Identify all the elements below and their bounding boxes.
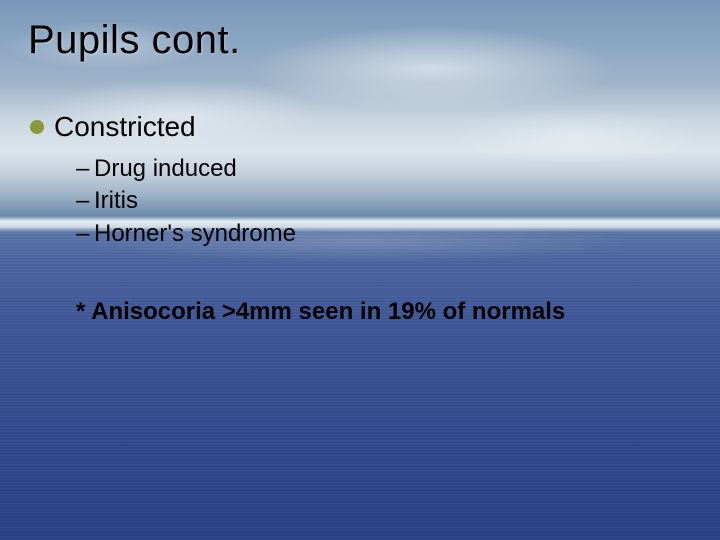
sub-bullet-item: –Horner's syndrome [76,218,692,250]
bullet-dot-icon [30,120,44,134]
sub-bullet-text: Iritis [94,187,138,214]
dash-icon: – [76,153,94,185]
sub-bullet-item: –Iritis [76,185,692,217]
sub-bullet-list: –Drug induced –Iritis –Horner's syndrome [76,153,692,250]
dash-icon: – [76,218,94,250]
slide-title: Pupils cont. [28,18,692,63]
sub-bullet-text: Drug induced [94,155,237,182]
sub-bullet-item: –Drug induced [76,153,692,185]
footnote: * Anisocoria >4mm seen in 19% of normals [76,298,692,326]
dash-icon: – [76,185,94,217]
bullet-level-1: Constricted [30,111,692,143]
bullet-text: Constricted [54,111,196,143]
slide-content: Pupils cont. Constricted –Drug induced –… [0,0,720,326]
sub-bullet-text: Horner's syndrome [94,220,296,247]
slide: Pupils cont. Constricted –Drug induced –… [0,0,720,540]
